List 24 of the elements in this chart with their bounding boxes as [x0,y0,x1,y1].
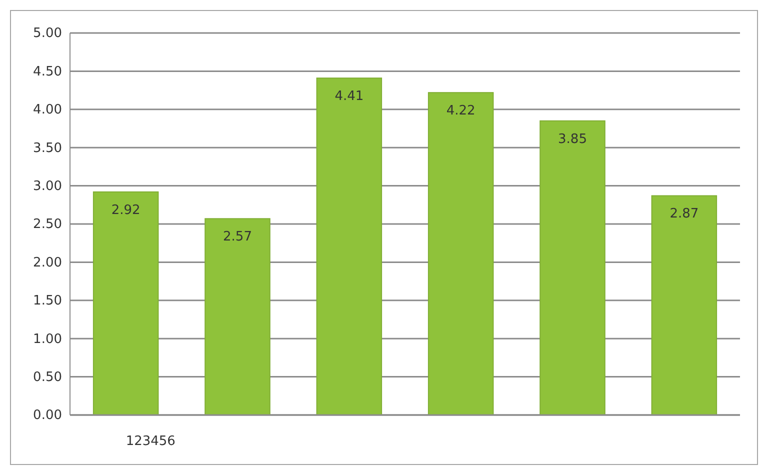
bar [540,120,606,416]
data-label: 4.22 [446,104,476,119]
y-tick-label: 3.50 [33,140,62,156]
y-tick-label: 4.50 [33,64,62,80]
bar [92,191,159,416]
data-label: 3.85 [558,132,587,147]
data-label: 4.41 [334,89,364,104]
data-label: 2.92 [111,202,140,218]
data-label: 2.87 [670,206,699,222]
y-tick-label: 5.00 [33,26,62,42]
bar [651,195,718,416]
bar [428,92,494,416]
y-tick-label: 1.00 [33,332,62,347]
y-tick-label: 3.00 [33,178,62,194]
y-tick-label: 0.50 [33,370,62,385]
y-tick-label: 1.50 [33,294,62,309]
data-label: 2.57 [223,230,252,245]
bar [204,218,270,416]
y-tick-label: 4.00 [33,102,62,118]
y-tick-label: 0.00 [33,408,62,424]
x-tick-label: 123456 [126,434,176,449]
y-tick-label: 2.00 [33,255,62,270]
bar [316,78,382,416]
y-tick-label: 2.50 [33,217,62,232]
